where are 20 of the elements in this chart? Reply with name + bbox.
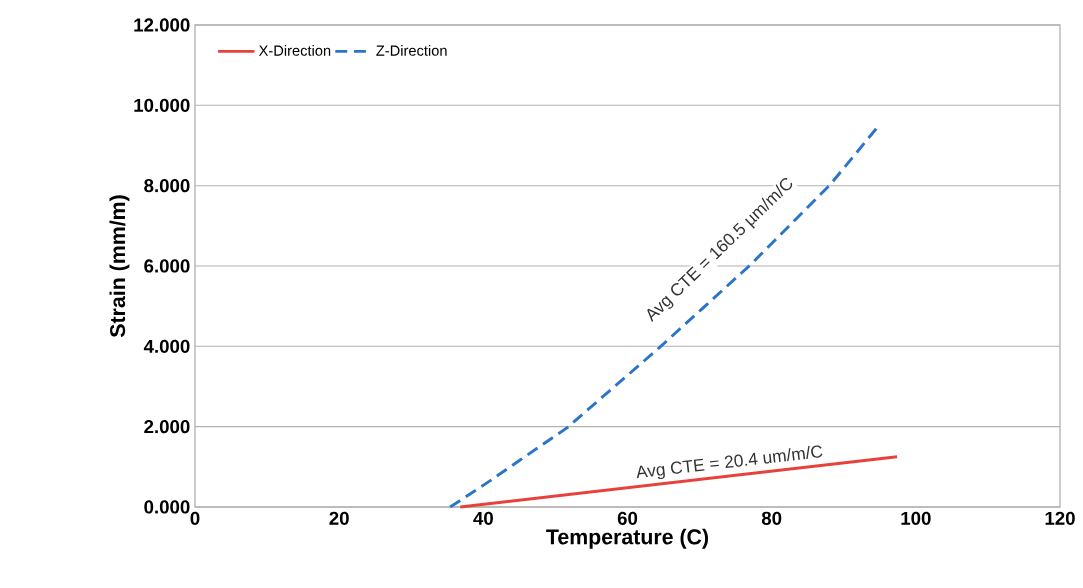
y-tick-label: 12.000 bbox=[134, 18, 190, 32]
y-axis-title: Strain (mm/m) bbox=[109, 195, 130, 338]
legend-label: Z-Direction bbox=[376, 45, 447, 56]
y-tick-label: 10.000 bbox=[134, 98, 190, 112]
line-series bbox=[448, 125, 880, 509]
y-tick-label: 0.000 bbox=[144, 500, 190, 514]
x-tick-label: 40 bbox=[473, 511, 493, 525]
x-tick-label: 20 bbox=[329, 511, 349, 525]
y-tick-label: 2.000 bbox=[144, 420, 190, 434]
y-tick-label: 8.000 bbox=[144, 179, 190, 193]
legend-label: X-Direction bbox=[258, 45, 331, 56]
annotation: Avg CTE = 20.4 um/m/C bbox=[636, 445, 823, 480]
x-tick-label: 60 bbox=[617, 511, 638, 525]
x-tick-label: 100 bbox=[901, 511, 931, 525]
x-tick-label: 80 bbox=[761, 511, 782, 525]
x-tick-label: 120 bbox=[1045, 511, 1075, 525]
y-tick-label: 4.000 bbox=[143, 339, 190, 353]
x-axis-title: Temperature (C) bbox=[546, 528, 708, 549]
x-tick-label: 0 bbox=[190, 511, 200, 525]
y-tick-label: 6.000 bbox=[144, 259, 190, 273]
